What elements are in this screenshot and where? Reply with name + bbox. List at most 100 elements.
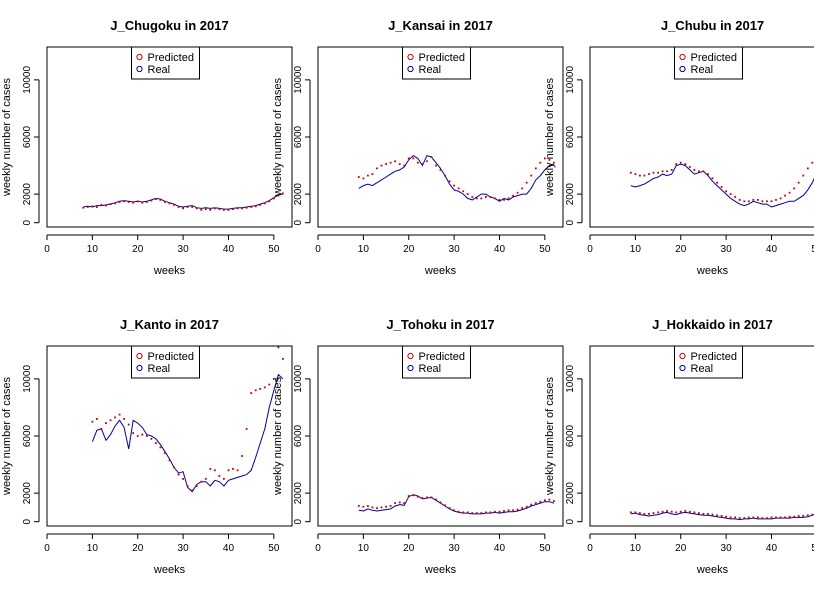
chart-1-series-predicted-point [214,207,216,210]
chart-1-y-axis-label: weekly number of cases [1,78,13,197]
chart-1-x-axis-label: weeks [153,265,186,277]
chart-5-legend-box [402,345,471,379]
chart-2-x-tick-label-0: 0 [315,244,321,255]
chart-5-series-predicted-point [466,511,469,514]
chart-5-y-tick-label-6000: 6000 [293,424,304,447]
chart-3-series-predicted-point [725,190,727,193]
chart-2-series-predicted-point [416,161,419,164]
chart-3-title: J_Chubu in 2017 [661,18,764,33]
chart-2-series-predicted-point [503,199,505,201]
chart-5-series-predicted-point [498,510,501,513]
chart-4-series-predicted-point [259,388,262,390]
chart-5-series-predicted-point [371,506,374,509]
chart-6-series-predicted-point [693,511,696,514]
chart-5-legend-marker-real [407,364,414,372]
chart-5-series-predicted-point [448,507,451,509]
chart-6-series-predicted-point [761,517,764,519]
chart-2-series-predicted-point [457,187,460,190]
chart-6-x-tick-label-30: 30 [721,543,733,554]
chart-1-series-predicted-point [204,208,207,210]
chart-5-x-tick-label-10: 10 [358,543,370,554]
chart-1-series-predicted-point [173,204,175,206]
chart-6-series-predicted-point [752,516,755,519]
chart-3-series-predicted-point [693,169,696,171]
chart-3-series-predicted-point [684,163,687,165]
chart-6-series-predicted-point [716,514,718,517]
chart-1-series-predicted-point [254,205,257,208]
chart-3-series-predicted-point [657,171,659,174]
chart-2-series-real-line [358,154,555,202]
chart-5-panel: J_Tohoku in 2017 0 10 20 30 40 50 weeks 0 2000 600… [272,317,564,576]
chart-1-x-tick-label-0: 0 [44,244,50,255]
chart-2-series-predicted-point [548,159,551,161]
chart-2-legend-marker-predicted [407,53,414,61]
chart-5-series-predicted-point [357,505,360,507]
chart-5-series-predicted-point [385,505,387,508]
chart-2-legend-label-predicted: Predicted [419,52,465,64]
chart-6-series-predicted-point [661,510,664,513]
chart-5-series-predicted-point [471,512,474,514]
chart-2-series-predicted-point [435,164,437,167]
chart-5-legend-marker-predicted [407,352,414,360]
chart-1-series-predicted-point [195,207,198,210]
chart-4-series-predicted-point [164,452,166,454]
chart-3-series-predicted-point [716,181,718,184]
chart-2-series-predicted-point [407,157,410,160]
chart-2-legend-box [402,46,471,80]
chart-5-series-predicted-point [444,504,446,507]
chart-3-series-predicted-point [729,193,732,195]
chart-4-series-predicted-point [195,485,198,487]
chart-4-series-predicted-point [191,489,194,492]
chart-2-title: J_Kansai in 2017 [388,18,493,33]
chart-5-x-tick-label-40: 40 [494,543,506,554]
chart-4-x-tick-label-40: 40 [223,543,235,554]
chart-4-series-predicted-point [127,423,130,426]
chart-4-series-predicted-point [91,420,94,423]
chart-6-series-predicted-point [675,511,678,514]
chart-2-series-predicted-point [398,163,401,165]
chart-5-series-predicted-point [512,509,514,512]
chart-2-series-predicted-point [544,157,546,160]
chart-4-y-tick-label-2000: 2000 [22,482,33,505]
chart-6-legend-label-predicted: Predicted [691,351,737,363]
chart-1-x-tick-label-30: 30 [178,244,190,255]
chart-3-x-tick-label-30: 30 [721,244,733,255]
chart-3-x-tick-label-10: 10 [630,244,642,255]
chart-6-title: J_Hokkaido in 2017 [652,317,773,332]
chart-3-legend-marker-predicted [679,53,686,61]
chart-6-panel: J_Hokkaido in 2017 0 10 20 30 40 50 weeks 0 2000 6… [544,317,814,576]
chart-5-legend-label-predicted: Predicted [419,351,465,363]
chart-4-y-tick-label-0: 0 [22,518,33,524]
chart-4-y-tick-label-10000: 10000 [22,365,33,393]
chart-5-series-predicted-point [421,497,424,499]
chart-1-series-predicted-point [82,206,85,209]
chart-3-legend-label-real: Real [691,64,714,76]
chart-3-y-tick-label-10000: 10000 [565,66,576,94]
chart-3-series-predicted-point [711,177,714,180]
chart-2-series-predicted-point [512,194,514,197]
chart-4-series-predicted-point [245,428,248,430]
chart-4-series-predicted-point [150,438,153,440]
chart-3-series-predicted-point [775,199,777,201]
chart-6-series-predicted-point [666,510,668,512]
chart-1-series-predicted-point [241,207,243,210]
chart-5-series-predicted-point [394,502,396,504]
chart-4-series-predicted-point [282,358,284,360]
chart-5-series-predicted-point [521,507,524,509]
chart-4-series-predicted-point [200,480,203,483]
chart-5-x-tick-label-50: 50 [539,543,551,554]
chart-4-panel: J_Kanto in 2017 0 10 20 30 40 50 weeks 0 2000 6000… [1,317,293,576]
chart-4-series-predicted-point [155,442,157,444]
chart-1-series-predicted-point [223,209,225,211]
chart-6-series-predicted-point [734,516,737,519]
chart-1-series-real-line [83,193,283,210]
chart-2-series-predicted-point [421,163,424,165]
chart-1-series-predicted-point [177,206,180,208]
chart-3-series-predicted-point [707,173,709,175]
chart-3-series-predicted-point [752,199,755,201]
chart-2-x-tick-label-20: 20 [403,244,415,255]
